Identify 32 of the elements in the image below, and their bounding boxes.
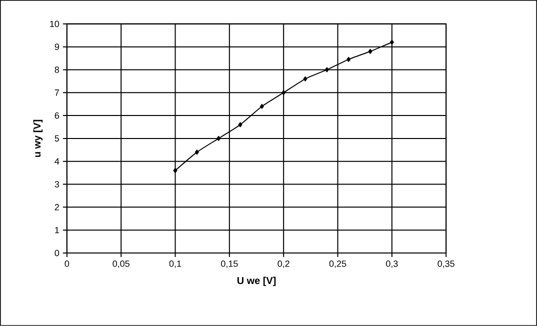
x-tick-label: 0,2 bbox=[278, 260, 290, 268]
y-tick-label: 7 bbox=[54, 90, 59, 96]
x-tick-label: 0,15 bbox=[221, 260, 238, 268]
point bbox=[216, 136, 221, 141]
y-tick-label: 2 bbox=[54, 204, 59, 210]
point bbox=[324, 67, 329, 72]
y-tick-label: 3 bbox=[54, 181, 60, 188]
point bbox=[303, 76, 308, 82]
point bbox=[194, 150, 199, 155]
point bbox=[346, 56, 351, 62]
x-axis-title: U we [V] bbox=[237, 276, 276, 286]
y-tick-label: 4 bbox=[54, 158, 60, 164]
y-tick-label: 0 bbox=[54, 250, 60, 256]
point bbox=[260, 104, 264, 109]
point bbox=[238, 122, 242, 128]
point bbox=[282, 90, 286, 96]
point bbox=[368, 48, 372, 54]
x-tick-label: 0,25 bbox=[329, 260, 346, 268]
y-tick-label: 6 bbox=[54, 112, 60, 119]
point bbox=[390, 40, 394, 45]
x-tick-label: 0 bbox=[64, 260, 70, 267]
x-tick-label: 0,1 bbox=[169, 260, 182, 268]
y-tick-label: 10 bbox=[50, 20, 60, 28]
x-tick-label: 0,35 bbox=[438, 260, 454, 268]
y-axis-title: u wy [V] bbox=[33, 120, 43, 157]
x-tick-label: 0,3 bbox=[386, 260, 398, 268]
y-tick-label: 8 bbox=[54, 66, 60, 73]
y-tick-label: 9 bbox=[54, 44, 59, 50]
y-tick-label: 5 bbox=[54, 135, 60, 142]
x-tick-label: 0,05 bbox=[112, 260, 130, 268]
y-tick-label: 1 bbox=[55, 227, 59, 234]
point bbox=[173, 168, 178, 174]
